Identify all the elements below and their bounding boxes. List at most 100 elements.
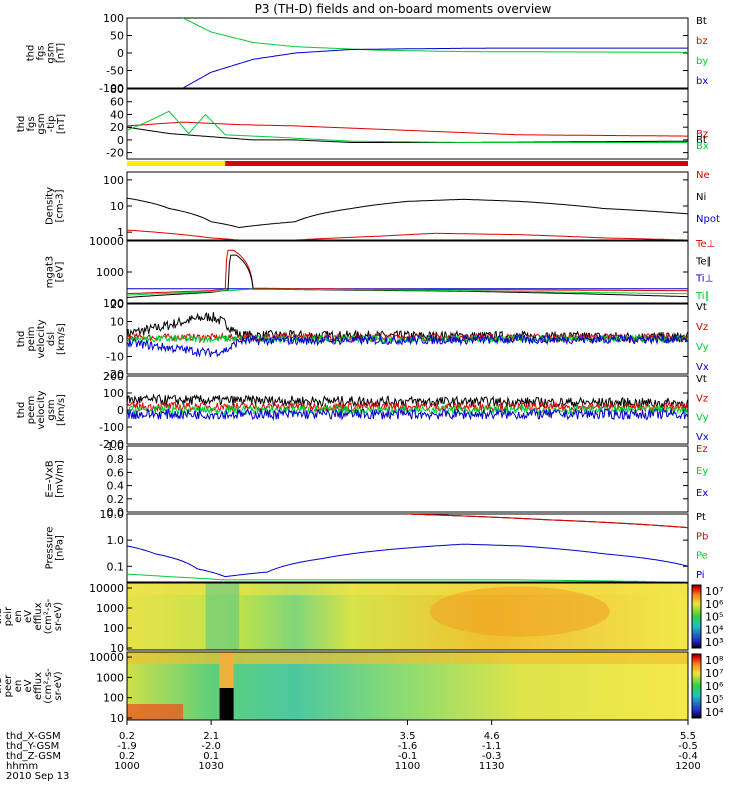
- series-Pt: [407, 514, 688, 529]
- legend-entry: Te⊥: [695, 239, 715, 250]
- y-tick-label: -20: [106, 368, 124, 381]
- legend-entry: Vz: [696, 322, 708, 333]
- ylabel-line: mgat3: [45, 256, 56, 289]
- x-axis-value: 0.1: [203, 751, 219, 762]
- y-tick-label: -100: [99, 82, 124, 95]
- quality-bar-segment: [127, 161, 226, 166]
- panel-10: thdpeereneVefflux(cm²-s-sr-eV) 10000 1000 1…: [0, 651, 724, 725]
- panel-ylabel: thdfgsgsm[nT]: [26, 42, 67, 63]
- panel-ylabel: thdpeemvelocitygsm[km/s]: [16, 390, 67, 429]
- series-group: [182, 18, 688, 88]
- legend-entry: Vy: [696, 342, 709, 353]
- panel-ylabel: thdpeireneVefflux(cm²-s-sr-eV): [0, 598, 64, 634]
- x-axis-value: 0.2: [119, 751, 135, 762]
- y-tick-label: 1.0: [107, 440, 125, 453]
- colorbar-tick-label: 10⁷: [705, 667, 723, 680]
- x-axis-value: 2.1: [203, 731, 219, 742]
- x-axis-value: 4.6: [484, 731, 500, 742]
- ylabel-line: efflux: [33, 672, 44, 700]
- ylabel-line: gsm: [46, 42, 57, 63]
- ylabel-line: [nT]: [56, 43, 67, 63]
- series-Vx: [127, 408, 688, 421]
- x-axis-value: 3.5: [400, 731, 416, 742]
- y-tick-label: 1.0: [107, 534, 125, 547]
- x-axis-value: 1130: [479, 761, 504, 772]
- x-axis-value: -2.0: [201, 741, 221, 752]
- y-tick-label: 0.8: [107, 453, 125, 466]
- series-bx: [182, 47, 688, 88]
- legend-entry: by: [696, 56, 708, 67]
- colorbar: [691, 584, 702, 649]
- ylabel-line: [cm-3]: [55, 189, 66, 222]
- x-axis-value: -1.9: [117, 741, 137, 752]
- x-axis-value: -1.6: [398, 741, 418, 752]
- y-tick-label: 20: [110, 298, 124, 311]
- x-axis-value: 5.5: [680, 731, 696, 742]
- ylabel-line: -tip: [46, 116, 57, 133]
- panel-frame: [126, 240, 689, 304]
- y-tick-label: 100: [103, 622, 124, 635]
- ylabel-line: peer: [3, 674, 14, 698]
- y-tick-label: 1000: [96, 266, 124, 279]
- ylabel-line: thd: [0, 678, 4, 695]
- colorbar-tick-label: 10³: [705, 636, 723, 649]
- panel-ylabel: Pressure[nPa]: [45, 527, 66, 570]
- x-axis-value: -0.4: [678, 751, 698, 762]
- series-group: [127, 312, 688, 358]
- ylabel-line: gsm: [46, 399, 57, 420]
- legend-entry: bz: [696, 36, 708, 47]
- x-axis-value: -0.5: [678, 741, 698, 752]
- legend-entry: Ti⊥: [695, 274, 713, 285]
- ylabel-line: [nT]: [56, 114, 67, 134]
- ylabel-line: (cm²-s-: [43, 598, 54, 634]
- legend-entry: Ni: [696, 192, 706, 203]
- y-tick-label: 100: [103, 12, 124, 25]
- series-Pe: [127, 573, 688, 582]
- series-Pi: [127, 543, 688, 578]
- panel-frame: [126, 582, 689, 651]
- y-tick-label: 0: [117, 404, 124, 417]
- legend-entry: Pe: [696, 551, 708, 562]
- series-Bx: [127, 110, 688, 143]
- series-group: [127, 110, 688, 143]
- ylabel-line: fgs: [26, 116, 37, 131]
- ylabel-line: [km/s]: [56, 323, 67, 355]
- y-tick-label: 60: [110, 96, 124, 109]
- series-by: [182, 18, 688, 53]
- x-axis-value: 1030: [198, 761, 223, 772]
- colorbar-tick-label: 10⁷: [705, 585, 723, 598]
- y-tick-label: 0.4: [107, 480, 125, 493]
- series-Pb: [407, 514, 688, 529]
- panel-5: thdpeimvelocitydsl[km/s]20100-10-20VtVzV…: [16, 298, 709, 381]
- y-tick-label: 10000: [89, 235, 124, 248]
- y-tick-label: 100: [103, 387, 124, 400]
- series-group: [127, 249, 688, 298]
- quality-bar-segment: [225, 161, 689, 166]
- legend-entry: Bt: [696, 16, 707, 27]
- panel-4: mgat3[eV] 10000 1000 100 Te⊥ Te∥ Ti⊥ Ti∥: [45, 235, 716, 310]
- ylabel-line: fgs: [36, 45, 47, 60]
- legend-entry: Vt: [696, 374, 707, 385]
- legend-entry: Vt: [696, 302, 707, 313]
- y-tick-label: 0: [117, 333, 124, 346]
- ylabel-line: peim: [26, 326, 37, 351]
- panel-6: thdpeemvelocitygsm[km/s] 200 100 0 -100 -200 V…: [16, 370, 709, 451]
- colorbar-tick-label: 10⁶: [705, 680, 724, 693]
- ylabel-line: en: [13, 610, 24, 623]
- y-tick-label: 0.0: [107, 506, 125, 519]
- x-axis-value: -0.3: [482, 751, 502, 762]
- ylabel-line: thd: [16, 402, 27, 419]
- x-axis-row-label: thd_Y-GSM: [6, 741, 59, 752]
- panel-9: thdpeireneVefflux(cm²-s-sr-eV) 10000 1000 1…: [0, 582, 724, 655]
- series-Bt: [127, 126, 688, 143]
- panel-frame: [126, 171, 689, 241]
- legend-entry: Pi: [696, 570, 705, 581]
- y-tick-label: 100: [103, 297, 124, 310]
- ylabel-line: Density: [45, 187, 56, 225]
- ylabel-line: peem: [26, 396, 37, 424]
- y-tick-label: 100: [103, 174, 124, 187]
- ylabel-line: (cm²-s-: [43, 668, 54, 704]
- x-axis-value: 1200: [675, 761, 700, 772]
- heatmap-band-high: [127, 652, 688, 664]
- panel-1: thdfgsgsm[nT] 100 50 0 -50 -100 Bt bz by bx: [26, 12, 709, 95]
